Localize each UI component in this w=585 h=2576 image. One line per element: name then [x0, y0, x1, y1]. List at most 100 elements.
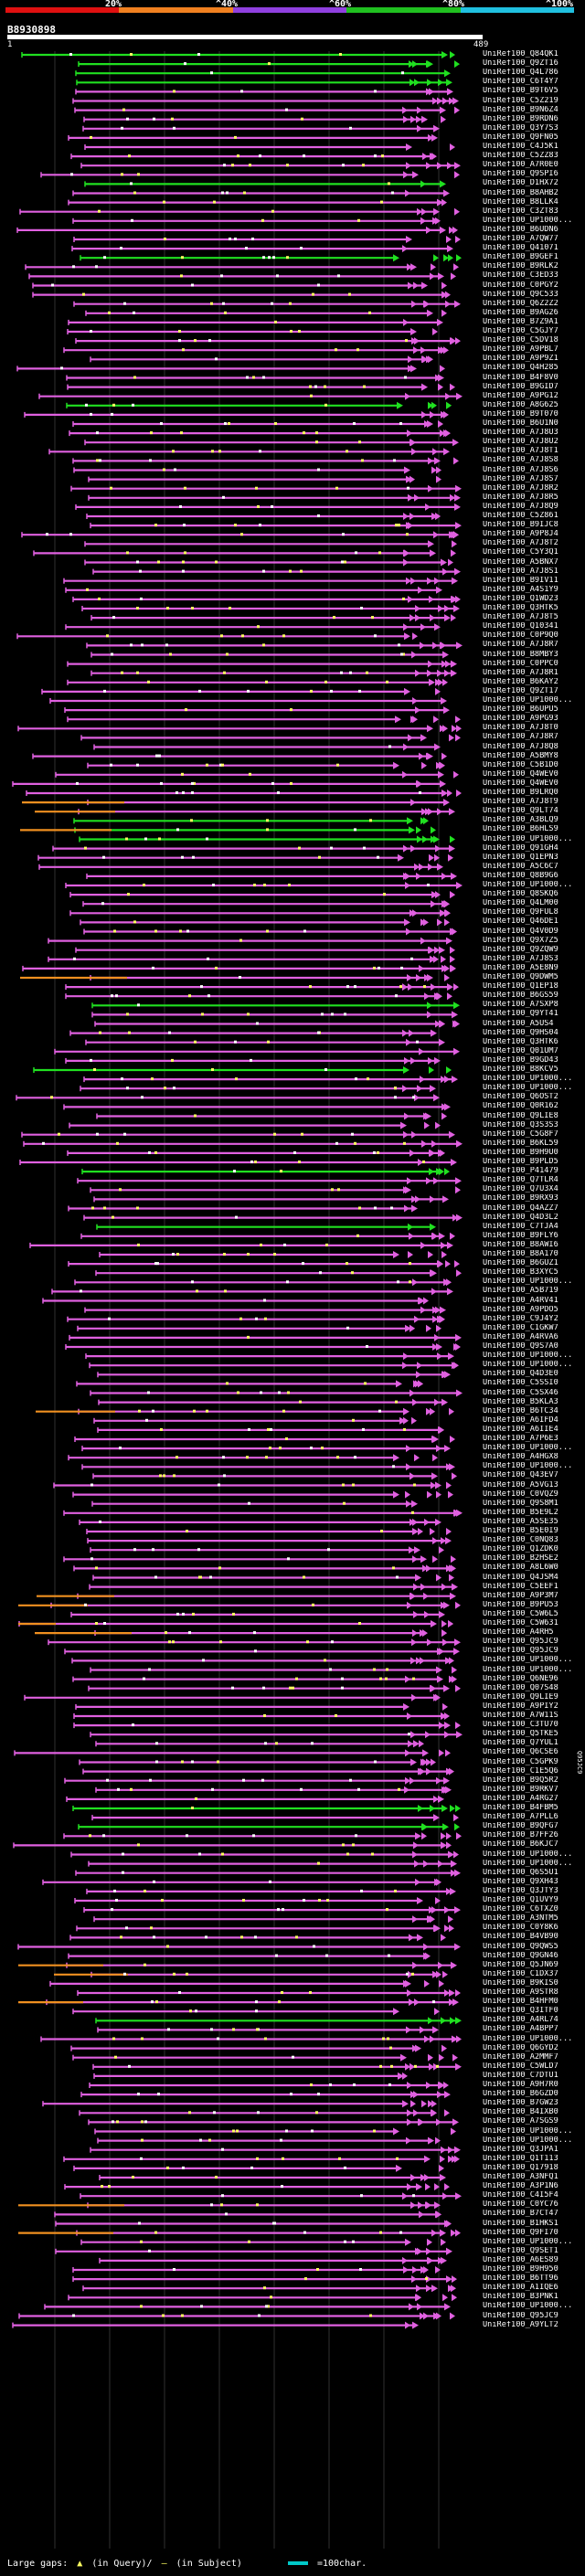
hit-row[interactable] — [64, 2183, 450, 2191]
hit-row[interactable] — [18, 1961, 457, 1969]
hit-row[interactable] — [91, 1814, 459, 1822]
hit-row[interactable] — [18, 2201, 441, 2210]
hit-label[interactable]: UniRef100_A7J8R7 — [483, 641, 558, 650]
hit-row[interactable] — [77, 1989, 461, 1997]
hit-row[interactable] — [87, 761, 445, 769]
hit-label[interactable]: UniRef100_C5GJY7 — [483, 327, 558, 335]
hit-row[interactable] — [81, 1445, 451, 1453]
hit-row[interactable] — [29, 1241, 453, 1249]
hit-label[interactable]: UniRef100_A7J8S8 — [483, 456, 558, 465]
hit-label[interactable]: UniRef100_C6TXZ0 — [483, 1905, 558, 1914]
hit-label[interactable]: UniRef100_B1HKS1 — [483, 2219, 558, 2228]
hit-label[interactable]: UniRef100_B9GD43 — [483, 1055, 558, 1065]
hit-label[interactable]: UniRef100_B9GID7 — [483, 382, 558, 391]
hit-row[interactable] — [25, 263, 459, 271]
hit-row[interactable] — [86, 1887, 456, 1895]
hit-row[interactable] — [76, 79, 452, 87]
hit-row[interactable] — [75, 1869, 461, 1877]
hit-row[interactable] — [68, 198, 447, 207]
hit-row[interactable] — [74, 1278, 452, 1287]
hit-row[interactable] — [88, 1684, 461, 1692]
hit-row[interactable] — [97, 1371, 451, 1379]
hit-label[interactable]: UniRef100_A7J8R1 — [483, 668, 558, 677]
hit-label[interactable]: UniRef100_B8MBY3 — [483, 650, 558, 659]
hit-row[interactable] — [80, 734, 461, 742]
hit-row[interactable] — [16, 1094, 440, 1102]
hit-row[interactable] — [32, 281, 447, 290]
hit-row[interactable] — [69, 1029, 437, 1037]
hit-label[interactable]: UniRef100_A7J8T1 — [483, 447, 558, 456]
hit-label[interactable]: UniRef100_C5SX46 — [483, 1388, 558, 1397]
hit-label[interactable]: UniRef100_B5E9L2 — [483, 1508, 558, 1517]
hit-row[interactable] — [68, 1204, 418, 1213]
hit-label[interactable]: UniRef100_Q95JC9 — [483, 1647, 558, 1656]
hit-label[interactable]: UniRef100_A4HGX8 — [483, 1453, 558, 1462]
hit-row[interactable] — [24, 1693, 441, 1701]
hit-label[interactable]: UniRef100_UP1000... — [483, 1361, 573, 1370]
hit-row[interactable] — [72, 2053, 458, 2062]
hit-row[interactable] — [85, 1352, 454, 1361]
hit-label[interactable]: UniRef100_B8LLK4 — [483, 197, 558, 207]
hit-row[interactable] — [73, 2164, 444, 2172]
hit-row[interactable] — [75, 88, 453, 96]
hit-row[interactable] — [80, 162, 461, 170]
hit-row[interactable] — [88, 2118, 459, 2126]
hit-label[interactable]: UniRef100_Q3HTK6 — [483, 1037, 558, 1046]
hit-row[interactable] — [89, 1362, 459, 1370]
hit-label[interactable]: UniRef100_A7J8R5 — [483, 493, 558, 502]
hit-label[interactable]: UniRef100_A9YLT2 — [483, 2320, 558, 2329]
hit-label[interactable]: UniRef100_B7Z9A1 — [483, 317, 558, 326]
hit-label[interactable]: UniRef100_C1DX37 — [483, 1969, 558, 1978]
hit-label[interactable]: UniRef100_B6GZD0 — [483, 2090, 558, 2099]
hit-row[interactable] — [54, 1047, 460, 1055]
hit-row[interactable] — [91, 1500, 418, 1508]
hit-label[interactable]: UniRef100_UP1000... — [483, 1084, 573, 1093]
hit-label[interactable]: UniRef100_B9IV11 — [483, 576, 558, 585]
hit-row[interactable] — [65, 983, 459, 991]
hit-row[interactable] — [92, 567, 461, 576]
hit-label[interactable]: UniRef100_UP1000... — [483, 2136, 573, 2145]
hit-row[interactable] — [87, 1537, 452, 1545]
hit-row[interactable] — [97, 1426, 444, 1434]
hit-row[interactable] — [90, 669, 457, 677]
hit-label[interactable]: UniRef100_B4HFM0 — [483, 1998, 558, 2007]
hit-label[interactable]: UniRef100_Q1WD23 — [483, 594, 558, 603]
hit-label[interactable]: UniRef100_UP1000... — [483, 1850, 573, 1859]
hit-label[interactable]: UniRef100_C5WLD7 — [483, 2062, 558, 2071]
hit-label[interactable]: UniRef100_B3PNK1 — [483, 2293, 558, 2302]
hit-label[interactable]: UniRef100_D1HX72 — [483, 179, 558, 188]
hit-row[interactable] — [67, 660, 457, 668]
hit-label[interactable]: UniRef100_A9H7R0 — [483, 2081, 558, 2089]
hit-label[interactable]: UniRef100_B6UDN6 — [483, 225, 558, 234]
hit-label[interactable]: UniRef100_Q9LT74 — [483, 807, 558, 816]
hit-row[interactable] — [93, 743, 441, 751]
hit-label[interactable]: UniRef100_Q7U3X4 — [483, 1185, 558, 1194]
hit-row[interactable] — [90, 651, 449, 659]
hit-label[interactable]: UniRef100_B5KLA3 — [483, 1397, 558, 1406]
hit-label[interactable]: UniRef100_Q01UM7 — [483, 1046, 558, 1055]
hit-label[interactable]: UniRef100_A3NFQ1 — [483, 2173, 558, 2181]
hit-label[interactable]: UniRef100_Q3ITF0 — [483, 2007, 558, 2016]
hit-row[interactable] — [79, 835, 455, 843]
hit-label[interactable]: UniRef100_B9H950 — [483, 2265, 558, 2274]
hit-row[interactable] — [68, 318, 443, 326]
hit-label[interactable]: UniRef100_Q46DE1 — [483, 917, 558, 927]
hit-row[interactable] — [95, 1786, 452, 1794]
hit-row[interactable] — [83, 115, 446, 123]
hit-label[interactable]: UniRef100_B6GS59 — [483, 991, 558, 1001]
hit-label[interactable]: UniRef100_Q4WEV0 — [483, 769, 558, 779]
hit-row[interactable] — [33, 549, 456, 557]
hit-label[interactable]: UniRef100_A5VG13 — [483, 1480, 558, 1489]
hit-label[interactable]: UniRef100_A7J8T9 — [483, 798, 558, 807]
hit-row[interactable] — [84, 558, 453, 567]
hit-label[interactable]: UniRef100_Q9LIE9 — [483, 1692, 558, 1701]
hit-row[interactable] — [67, 383, 455, 391]
hit-row[interactable] — [84, 180, 446, 188]
hit-row[interactable] — [80, 254, 462, 262]
hit-label[interactable]: UniRef100_B9KIS0 — [483, 1978, 558, 1988]
hit-label[interactable]: UniRef100_C4I5F4 — [483, 2191, 558, 2200]
hit-label[interactable]: UniRef100_A5B719 — [483, 1287, 558, 1296]
hit-row[interactable] — [65, 1056, 441, 1065]
hit-label[interactable]: UniRef100_Q9YT41 — [483, 1010, 558, 1019]
hit-label[interactable]: UniRef100_Q9HS04 — [483, 1028, 558, 1037]
